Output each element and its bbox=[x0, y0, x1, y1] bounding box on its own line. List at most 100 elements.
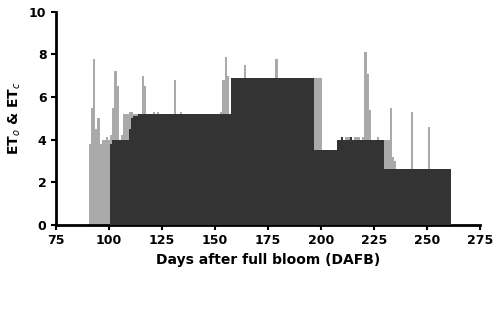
Bar bbox=[104, 139, 106, 225]
Bar bbox=[108, 139, 110, 225]
Bar bbox=[438, 169, 440, 225]
Bar bbox=[146, 114, 148, 225]
Bar bbox=[371, 139, 373, 225]
Bar bbox=[358, 137, 360, 225]
Bar bbox=[341, 137, 344, 225]
Bar bbox=[284, 78, 286, 225]
Bar bbox=[449, 169, 452, 225]
Bar bbox=[190, 114, 193, 225]
Bar bbox=[294, 78, 296, 225]
Bar bbox=[332, 150, 335, 225]
Bar bbox=[206, 114, 208, 225]
Bar bbox=[356, 139, 358, 225]
Bar bbox=[286, 78, 288, 225]
Bar bbox=[195, 114, 197, 225]
Bar bbox=[416, 169, 418, 225]
Bar bbox=[161, 114, 163, 225]
Bar bbox=[356, 137, 358, 225]
Bar bbox=[220, 112, 222, 225]
Bar bbox=[254, 78, 256, 225]
Bar bbox=[352, 139, 354, 225]
Bar bbox=[210, 114, 212, 225]
Bar bbox=[335, 150, 337, 225]
Bar bbox=[159, 114, 161, 225]
Bar bbox=[411, 169, 413, 225]
Bar bbox=[276, 59, 278, 225]
Bar bbox=[140, 114, 142, 225]
Bar bbox=[114, 71, 116, 225]
Bar bbox=[170, 114, 172, 225]
Bar bbox=[248, 78, 250, 225]
Bar bbox=[163, 114, 166, 225]
Bar bbox=[123, 114, 125, 225]
Bar bbox=[269, 78, 271, 225]
Bar bbox=[404, 169, 407, 225]
Bar bbox=[380, 139, 382, 225]
Bar bbox=[413, 169, 416, 225]
Bar bbox=[358, 139, 360, 225]
Bar bbox=[341, 150, 344, 225]
Bar bbox=[258, 78, 260, 225]
Bar bbox=[320, 78, 322, 225]
Bar bbox=[91, 108, 93, 225]
Bar bbox=[447, 169, 449, 225]
Bar bbox=[330, 150, 332, 225]
Bar bbox=[208, 114, 210, 225]
Bar bbox=[314, 78, 316, 225]
Bar bbox=[114, 139, 116, 225]
Bar bbox=[260, 78, 262, 225]
Bar bbox=[301, 78, 303, 225]
Bar bbox=[436, 169, 438, 225]
Bar bbox=[335, 150, 337, 225]
Bar bbox=[140, 114, 142, 225]
Bar bbox=[280, 78, 282, 225]
Bar bbox=[312, 78, 314, 225]
Bar bbox=[301, 78, 303, 225]
Bar bbox=[290, 78, 292, 225]
Bar bbox=[127, 114, 129, 225]
Bar bbox=[132, 112, 134, 225]
Bar bbox=[438, 169, 440, 225]
Bar bbox=[354, 139, 356, 225]
Bar bbox=[386, 169, 388, 225]
Bar bbox=[265, 78, 267, 225]
Bar bbox=[362, 137, 364, 225]
Bar bbox=[136, 114, 138, 225]
Bar bbox=[284, 78, 286, 225]
Bar bbox=[350, 139, 352, 225]
Bar bbox=[180, 112, 182, 225]
Bar bbox=[152, 112, 154, 225]
Bar bbox=[392, 169, 394, 225]
Bar bbox=[188, 114, 190, 225]
Bar bbox=[371, 139, 373, 225]
Bar bbox=[123, 139, 125, 225]
Bar bbox=[413, 169, 416, 225]
Bar bbox=[436, 169, 438, 225]
Bar bbox=[398, 169, 400, 225]
Bar bbox=[235, 78, 238, 225]
Bar bbox=[112, 139, 114, 225]
Bar bbox=[136, 116, 138, 225]
Bar bbox=[384, 169, 386, 225]
Bar bbox=[222, 114, 224, 225]
Bar bbox=[384, 139, 386, 225]
Bar bbox=[394, 161, 396, 225]
Bar bbox=[212, 118, 214, 225]
Bar bbox=[267, 78, 269, 225]
Bar bbox=[324, 150, 326, 225]
Bar bbox=[256, 78, 258, 225]
Bar bbox=[388, 169, 390, 225]
Bar bbox=[326, 150, 328, 225]
Bar bbox=[216, 114, 218, 225]
Bar bbox=[305, 78, 307, 225]
Bar bbox=[348, 139, 350, 225]
Bar bbox=[197, 114, 199, 225]
Bar bbox=[316, 150, 318, 225]
Bar bbox=[246, 78, 248, 225]
Bar bbox=[398, 169, 400, 225]
Bar bbox=[250, 78, 252, 225]
Bar bbox=[352, 139, 354, 225]
Bar bbox=[208, 114, 210, 225]
Bar bbox=[138, 114, 140, 225]
Bar bbox=[246, 78, 248, 225]
